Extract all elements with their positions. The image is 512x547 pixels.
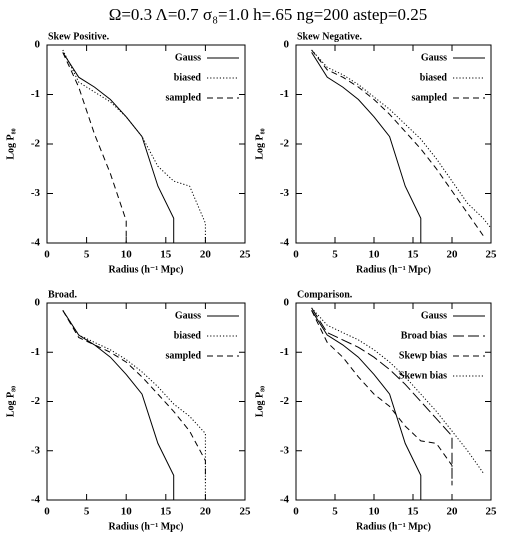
legend-label: biased [420,72,448,83]
x-axis-label: Radius (h⁻¹ Mpc) [109,264,184,275]
y-tick-label: -1 [31,346,40,358]
legend-label: Skewp bias [399,350,447,361]
data-line [311,307,484,474]
x-tick-label: 10 [369,249,381,261]
x-tick-label: 10 [121,506,133,518]
data-line [311,307,453,486]
legend-label: Skewn bias [399,370,447,381]
y-axis-label: Log P₈₀ [254,386,265,417]
y-tick-label: 0 [35,297,41,309]
y-tick-label: -2 [31,395,41,407]
data-line [62,49,206,243]
data-line [62,310,206,500]
legend-label: sampled [165,350,201,361]
legend-label: sampled [411,92,447,103]
legend-label: biased [174,72,202,83]
y-tick-label: -1 [280,88,289,100]
x-tick-label: 0 [293,506,299,518]
data-line [62,310,206,481]
y-tick-label: 0 [284,297,290,309]
legend-label: biased [174,330,202,341]
x-tick-label: 10 [121,249,133,261]
x-tick-label: 15 [408,506,420,518]
x-tick-label: 20 [200,249,212,261]
legend-label: Gauss [421,52,447,63]
data-line [311,310,453,486]
panel-title: Skew Negative. [297,31,362,42]
x-axis-label: Radius (h⁻¹ Mpc) [356,264,431,275]
x-tick-label: 5 [84,506,90,518]
legend-label: sampled [165,92,201,103]
x-tick-label: 20 [200,506,212,518]
data-line [311,52,422,243]
x-tick-label: 5 [332,506,338,518]
data-line [311,49,492,229]
x-axis-label: Radius (h⁻¹ Mpc) [109,521,184,532]
y-axis-label: Log P₈₀ [5,128,16,159]
y-tick-label: -4 [280,237,290,249]
x-tick-label: 0 [44,249,50,261]
y-tick-label: -1 [31,88,40,100]
x-axis-label: Radius (h⁻¹ Mpc) [356,521,431,532]
y-tick-label: -3 [280,444,290,456]
x-tick-label: 25 [240,249,252,261]
x-tick-label: 20 [447,249,459,261]
data-line [311,49,484,236]
x-tick-label: 15 [160,249,172,261]
y-tick-label: -2 [280,138,290,150]
legend-label: Broad bias [401,330,447,341]
y-axis-label: Log P₈₀ [254,128,265,159]
figure-title: Ω=0.3 Λ=0.7 σ₈=1.0 h=.65 ng=200 astep=0.… [109,5,428,24]
y-tick-label: 0 [35,39,41,51]
x-tick-label: 25 [240,506,252,518]
y-tick-label: -3 [31,444,41,456]
x-tick-label: 5 [332,249,338,261]
data-line [311,310,422,500]
x-tick-label: 20 [447,506,459,518]
legend-label: Gauss [175,52,201,63]
x-tick-label: 15 [408,249,420,261]
y-tick-label: -3 [280,187,290,199]
panel-title: Comparison. [297,289,353,300]
y-tick-label: -4 [31,237,41,249]
x-tick-label: 10 [369,506,381,518]
y-tick-label: -1 [280,346,289,358]
x-tick-label: 0 [293,249,299,261]
x-tick-label: 15 [160,506,172,518]
panel-title: Skew Positive. [48,31,110,42]
y-tick-label: -4 [31,494,41,506]
y-tick-label: -3 [31,187,41,199]
y-tick-label: -4 [280,494,290,506]
y-axis-label: Log P₈₀ [5,386,16,417]
x-tick-label: 25 [486,249,498,261]
legend-label: Gauss [175,310,201,321]
y-tick-label: -2 [31,138,41,150]
y-tick-label: -2 [280,395,290,407]
panel-title: Broad. [48,289,77,300]
x-tick-label: 5 [84,249,90,261]
data-line [62,310,175,500]
legend-label: Gauss [421,310,447,321]
x-tick-label: 25 [486,506,498,518]
x-tick-label: 0 [44,506,50,518]
data-line [62,52,175,243]
y-tick-label: 0 [284,39,290,51]
data-line [62,52,127,243]
